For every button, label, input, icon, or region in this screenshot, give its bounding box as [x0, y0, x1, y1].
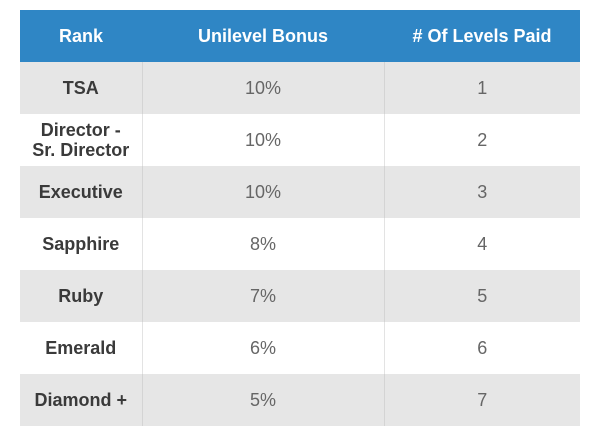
bonus-cell: 10% [141, 166, 384, 218]
rank-cell: Sapphire [42, 234, 120, 254]
header-rank: Rank [58, 25, 103, 46]
levels-cell: 3 [383, 166, 580, 218]
bonus-cell: 5% [141, 374, 384, 426]
levels-cell: 7 [383, 374, 580, 426]
bonus-cell: 10% [141, 114, 384, 166]
rank-cell: TSA [62, 78, 99, 98]
rank-cell: Executive [38, 182, 123, 202]
rank-cell: Diamond + [34, 390, 127, 410]
table-row: Sapphire 8% 4 [20, 218, 580, 270]
levels-cell: 5 [383, 270, 580, 322]
table-row: Diamond + 5% 7 [20, 374, 580, 426]
table-row: Executive 10% 3 [20, 166, 580, 218]
table-row: Director - Sr. Director 10% 2 [20, 114, 580, 166]
table-row: TSA 10% 1 [20, 62, 580, 114]
levels-cell: 4 [383, 218, 580, 270]
rank-line-2: Sr. Director [32, 140, 130, 160]
levels-cell: 6 [383, 322, 580, 374]
rank-cell: Emerald [45, 338, 117, 358]
bonus-cell: 6% [141, 322, 384, 374]
table-row: Emerald 6% 6 [20, 322, 580, 374]
rank-line-1: Director - [40, 120, 121, 140]
levels-cell: 2 [383, 114, 580, 166]
table-row: Ruby 7% 5 [20, 270, 580, 322]
header-levels-paid: # Of Levels Paid [412, 25, 552, 46]
table-header: Rank Unilevel Bonus # Of Levels Paid [20, 10, 580, 62]
rank-cell: Ruby [58, 286, 104, 306]
unilevel-bonus-table-container: Rank Unilevel Bonus # Of Levels Paid TSA… [20, 10, 580, 426]
levels-cell: 1 [383, 62, 580, 114]
unilevel-bonus-table: Rank Unilevel Bonus # Of Levels Paid TSA… [20, 10, 580, 426]
bonus-cell: 10% [141, 62, 384, 114]
rank-cell: Director - Sr. Director [20, 114, 142, 166]
bonus-cell: 7% [141, 270, 384, 322]
table-body: TSA 10% 1 Director - Sr. Director 10% 2 … [20, 62, 580, 426]
header-unilevel-bonus: Unilevel Bonus [197, 25, 329, 46]
bonus-cell: 8% [141, 218, 384, 270]
header-row: Rank Unilevel Bonus # Of Levels Paid [20, 10, 580, 62]
